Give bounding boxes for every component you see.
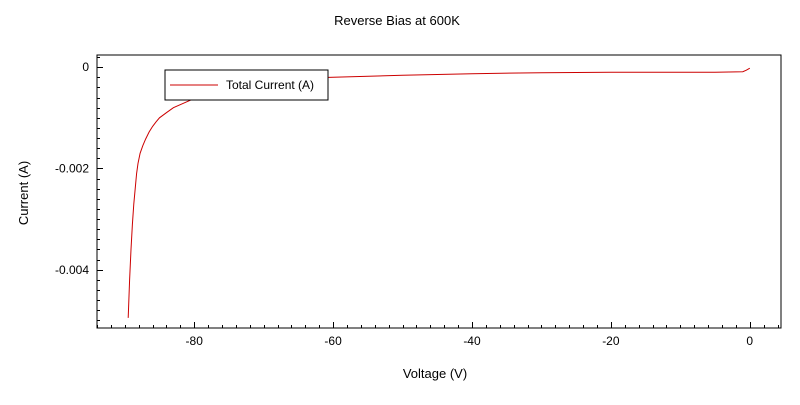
chart-title: Reverse Bias at 600K bbox=[334, 13, 460, 28]
x-tick-label: 0 bbox=[746, 334, 753, 348]
x-tick-label: -60 bbox=[324, 334, 342, 348]
legend-label: Total Current (A) bbox=[226, 78, 314, 92]
y-tick-label: -0.004 bbox=[55, 263, 89, 277]
y-minor-ticks bbox=[97, 57, 100, 321]
x-tick-label: -20 bbox=[602, 334, 620, 348]
x-major-ticks bbox=[194, 322, 751, 328]
x-axis-label: Voltage (V) bbox=[403, 366, 467, 381]
plot-area bbox=[96, 54, 782, 329]
y-tick-labels: 0 -0.002 -0.004 bbox=[55, 60, 89, 277]
x-tick-labels: -80 -60 -40 -20 0 bbox=[186, 334, 754, 348]
x-tick-label: -40 bbox=[463, 334, 481, 348]
x-minor-ticks bbox=[97, 325, 779, 328]
series-line-total-current bbox=[127, 67, 751, 318]
legend: Total Current (A) bbox=[164, 69, 329, 101]
y-tick-label: 0 bbox=[82, 60, 89, 74]
y-axis-label: Current (A) bbox=[16, 161, 31, 225]
x-tick-label: -80 bbox=[186, 334, 204, 348]
y-tick-label: -0.002 bbox=[55, 161, 89, 175]
y-major-ticks bbox=[97, 67, 103, 271]
